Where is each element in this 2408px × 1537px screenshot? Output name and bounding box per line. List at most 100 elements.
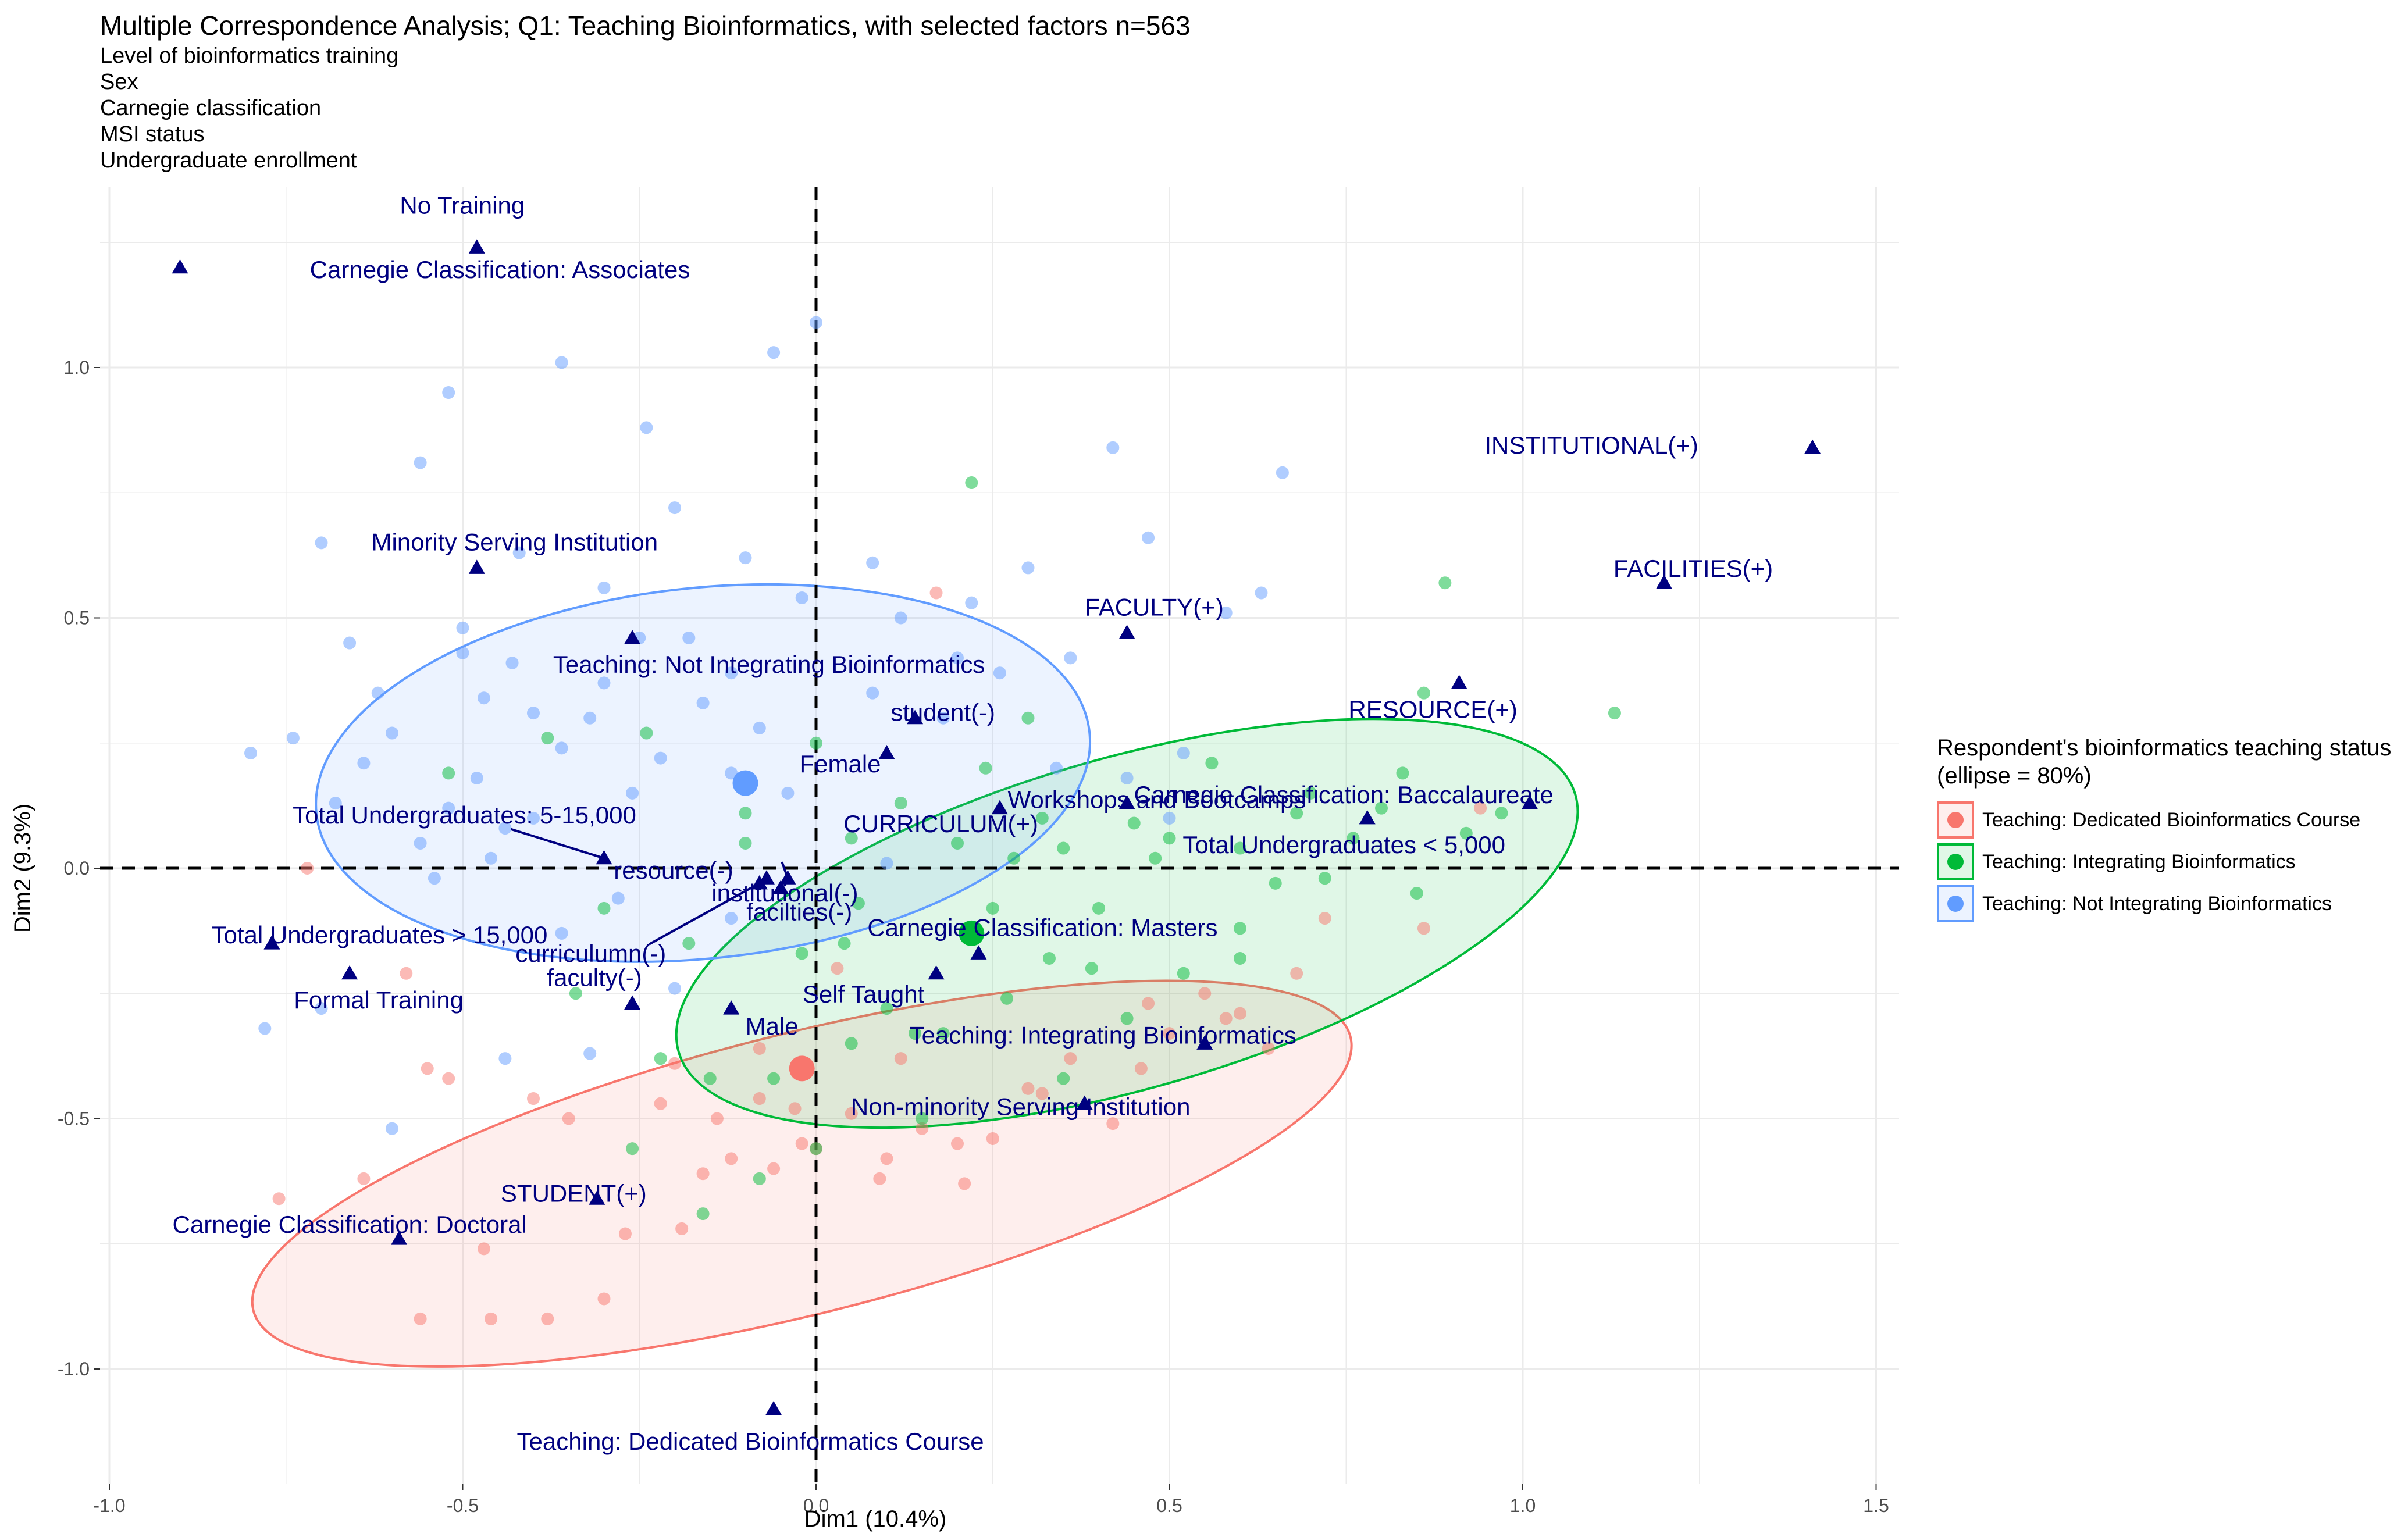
point-teaching-dedicated-bioinformatics-course [421,1062,434,1075]
point-teaching-dedicated-bioinformatics-course [400,967,413,980]
point-teaching-not-integrating-bioinformatics [456,646,469,659]
point-teaching-not-integrating-bioinformatics [386,1122,398,1135]
point-teaching-dedicated-bioinformatics-course [1134,1062,1148,1075]
legend-key-dedicated [1937,801,1974,839]
point-teaching-integrating-bioinformatics [1120,1012,1134,1025]
point-teaching-integrating-bioinformatics [894,797,907,810]
point-teaching-dedicated-bioinformatics-course [767,1162,781,1175]
point-teaching-integrating-bioinformatics [845,1037,858,1050]
point-teaching-integrating-bioinformatics [1000,992,1014,1005]
category-label-teaching-dedicated-bioinformatics-course: Teaching: Dedicated Bioinformatics Cours… [517,1428,984,1455]
x-tick-label: 0.5 [1156,1495,1182,1516]
category-label-resource: resource(-) [614,857,733,884]
point-teaching-not-integrating-bioinformatics [512,546,526,559]
category-label-carnegie-classification-baccalaureate: Carnegie Classification: Baccalaureate [1134,781,1553,808]
point-teaching-integrating-bioinformatics [1057,841,1070,855]
point-teaching-dedicated-bioinformatics-course [1198,987,1212,1000]
point-teaching-not-integrating-bioinformatics [1163,811,1176,825]
point-teaching-integrating-bioinformatics [1410,887,1423,900]
category-label-minority-serving-institution: Minority Serving Institution [372,528,658,555]
x-tick-label: 0.0 [803,1495,829,1516]
point-teaching-not-integrating-bioinformatics [611,891,625,905]
category-label-carnegie-classification-masters: Carnegie Classification: Masters [867,914,1217,941]
point-teaching-not-integrating-bioinformatics [343,636,357,650]
point-teaching-dedicated-bioinformatics-course [541,1312,554,1325]
point-teaching-not-integrating-bioinformatics [767,346,781,359]
point-teaching-integrating-bioinformatics [767,1072,781,1085]
point-teaching-dedicated-bioinformatics-course [873,1172,886,1185]
point-teaching-not-integrating-bioinformatics [477,691,490,705]
category-marker-formal-training [341,965,358,980]
legend-label-dedicated: Teaching: Dedicated Bioinformatics Cours… [1982,808,2361,831]
category-label-curriculumn: curriculumn(-) [515,940,666,967]
point-teaching-integrating-bioinformatics [753,1172,766,1185]
point-teaching-integrating-bioinformatics [986,901,999,915]
point-teaching-not-integrating-bioinformatics [505,656,519,669]
category-label-teaching-integrating-bioinformatics: Teaching: Integrating Bioinformatics [910,1021,1296,1049]
point-teaching-integrating-bioinformatics [1375,801,1388,815]
legend-title: Respondent's bioinformatics teaching sta… [1937,735,2392,789]
point-teaching-integrating-bioinformatics [654,1052,667,1065]
point-teaching-dedicated-bioinformatics-course [1417,922,1430,935]
category-label-workshops-and-bootcamps: Workshops and Bootcamps [1007,786,1306,814]
point-teaching-not-integrating-bioinformatics [1106,441,1120,454]
point-teaching-not-integrating-bioinformatics [682,631,696,644]
point-teaching-not-integrating-bioinformatics [753,721,766,734]
category-label-student: STUDENT(+) [501,1179,647,1207]
point-teaching-integrating-bioinformatics [1149,851,1162,865]
legend-dot-integrating [1947,854,1964,870]
point-teaching-not-integrating-bioinformatics [668,501,681,515]
chart-title: Multiple Correspondence Analysis; Q1: Te… [100,10,1191,41]
category-marker-teaching-not-integrating-bioinformatics [624,629,641,644]
subtitle-line-5: Undergraduate enrollment [100,148,357,173]
category-marker-total-undergraduates-15-000 [263,935,280,950]
point-teaching-not-integrating-bioinformatics [866,686,879,700]
category-label-self-taught: Self Taught [803,980,925,1008]
point-teaching-dedicated-bioinformatics-course [597,1292,611,1306]
point-teaching-integrating-bioinformatics [1127,816,1141,830]
point-teaching-integrating-bioinformatics [640,726,653,740]
category-marker-no-training [468,239,485,254]
subtitle-line-3: Carnegie classification [100,96,322,120]
point-teaching-not-integrating-bioinformatics [315,536,328,550]
category-marker-faculty [1118,625,1135,639]
point-teaching-not-integrating-bioinformatics [1142,531,1155,544]
point-teaching-not-integrating-bioinformatics [725,912,738,925]
point-teaching-not-integrating-bioinformatics [739,551,752,565]
category-label-female: Female [799,750,881,778]
point-teaching-integrating-bioinformatics [1396,766,1409,780]
category-label-formal-training: Formal Training [294,986,464,1014]
legend-label-integrating: Teaching: Integrating Bioinformatics [1982,850,2296,873]
point-teaching-not-integrating-bioinformatics [583,711,597,725]
category-label-institutional: institutional(-) [711,879,858,907]
point-teaching-integrating-bioinformatics [739,836,752,850]
point-teaching-integrating-bioinformatics [1459,826,1473,840]
centroid-teaching-dedicated-bioinformatics-course [789,1055,815,1082]
point-teaching-not-integrating-bioinformatics [597,581,611,594]
point-teaching-integrating-bioinformatics [1042,951,1056,965]
category-label-facilities: FACILITIES(+) [1613,555,1773,582]
point-teaching-not-integrating-bioinformatics [725,766,738,780]
point-teaching-dedicated-bioinformatics-course [1106,1117,1120,1131]
point-teaching-integrating-bioinformatics [1417,686,1430,700]
category-marker-teaching-dedicated-bioinformatics-course [765,1400,782,1415]
category-label-non-minority-serving-institution: Non-minority Serving Institution [851,1093,1191,1121]
point-teaching-not-integrating-bioinformatics [414,456,427,469]
y-tick-label: 0.0 [64,858,90,879]
point-teaching-not-integrating-bioinformatics [456,621,469,634]
x-tick-label: -0.5 [447,1495,479,1516]
point-teaching-integrating-bioinformatics [1163,832,1176,845]
point-teaching-dedicated-bioinformatics-course [986,1132,999,1145]
point-teaching-not-integrating-bioinformatics [725,666,738,680]
point-teaching-not-integrating-bioinformatics [951,651,964,665]
point-teaching-dedicated-bioinformatics-course [725,1152,738,1165]
y-tick-label: 1.0 [64,357,90,378]
category-label-student: student(-) [890,699,995,726]
point-teaching-integrating-bioinformatics [626,1142,639,1156]
point-teaching-integrating-bioinformatics [739,807,752,820]
point-teaching-dedicated-bioinformatics-course [1021,1082,1035,1095]
legend-key-not-integrating [1937,885,1974,922]
point-teaching-dedicated-bioinformatics-course [831,962,844,975]
point-teaching-dedicated-bioinformatics-course [788,1102,802,1115]
